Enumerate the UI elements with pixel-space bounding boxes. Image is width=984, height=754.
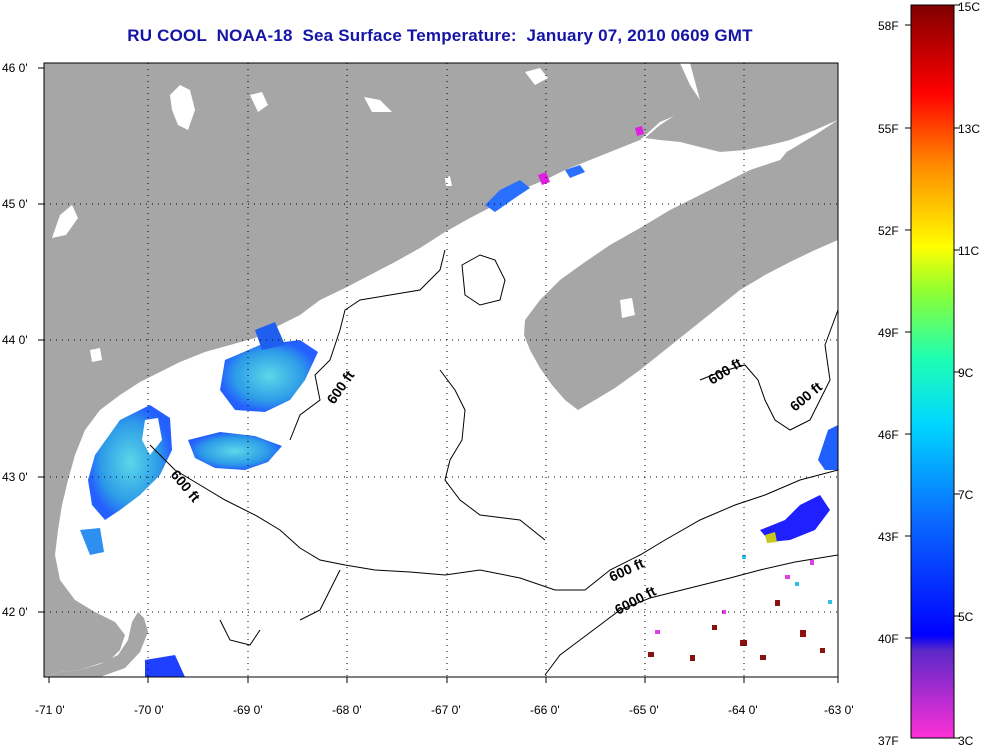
lon-label: -70 0' xyxy=(134,703,164,717)
bay-of-fundy xyxy=(640,140,790,198)
colorbar-f-label: 40F xyxy=(878,632,899,646)
colorbar-f-label: 37F xyxy=(878,734,899,748)
lon-label: -69 0' xyxy=(233,703,263,717)
colorbar-gradient xyxy=(910,4,955,739)
sst-observations xyxy=(80,126,838,677)
colorbar-c-label: 3C xyxy=(958,734,974,748)
map-title: RU COOL NOAA-18 Sea Surface Temperature:… xyxy=(127,26,753,45)
colorbar-c-label: 5C xyxy=(958,610,974,624)
latitude-labels: 46 0' 45 0' 44 0' 43 0' 42 0' xyxy=(2,61,28,619)
colorbar-f-label: 52F xyxy=(878,224,899,238)
colorbar-c-label: 9C xyxy=(958,366,974,380)
lon-label: -67 0' xyxy=(431,703,461,717)
colorbar-f-label: 55F xyxy=(878,122,899,136)
colorbar-ticks xyxy=(905,4,960,739)
colorbar-f-label: 46F xyxy=(878,428,899,442)
colorbar-c-label: 11C xyxy=(958,244,979,258)
lat-label: 45 0' xyxy=(2,197,28,211)
graticule xyxy=(44,63,838,677)
inland-lakes xyxy=(52,68,635,362)
lon-label: -65 0' xyxy=(629,703,659,717)
temperature-colorbar: 58F 55F 52F 49F 46F 43F 40F 37F 15C 13C … xyxy=(878,0,980,748)
map-area: 600 ft 600 ft 600 ft 600 ft 600 ft 6000 … xyxy=(2,61,854,717)
map-frame xyxy=(43,62,839,678)
bathymetry-contours xyxy=(149,249,838,676)
longitude-labels: -71 0' -70 0' -69 0' -68 0' -67 0' -66 0… xyxy=(35,703,854,717)
colorbar-c-label: 15C xyxy=(958,0,980,14)
colorbar-f-label: 49F xyxy=(878,326,899,340)
land-new-england xyxy=(44,63,700,677)
lat-label: 42 0' xyxy=(2,605,28,619)
lon-label: -63 0' xyxy=(824,703,854,717)
colorbar-f-label: 43F xyxy=(878,530,899,544)
colorbar-c-labels: 15C 13C 11C 9C 7C 5C 3C xyxy=(958,0,980,748)
lat-label: 43 0' xyxy=(2,470,28,484)
land-cape-cod xyxy=(44,612,148,677)
colorbar-c-label: 7C xyxy=(958,488,974,502)
lon-label: -68 0' xyxy=(332,703,362,717)
lon-label: -71 0' xyxy=(35,703,65,717)
colorbar-f-labels: 58F 55F 52F 49F 46F 43F 40F 37F xyxy=(878,19,899,748)
land-northeast xyxy=(645,63,838,152)
colorbar-f-label: 58F xyxy=(878,19,899,33)
lon-label: -66 0' xyxy=(530,703,560,717)
lat-label: 44 0' xyxy=(2,333,28,347)
lon-label: -64 0' xyxy=(728,703,758,717)
colorbar-c-label: 13C xyxy=(958,122,980,136)
land-nova-scotia xyxy=(524,120,838,410)
axis-ticks xyxy=(38,67,839,683)
lat-label: 46 0' xyxy=(2,61,28,75)
